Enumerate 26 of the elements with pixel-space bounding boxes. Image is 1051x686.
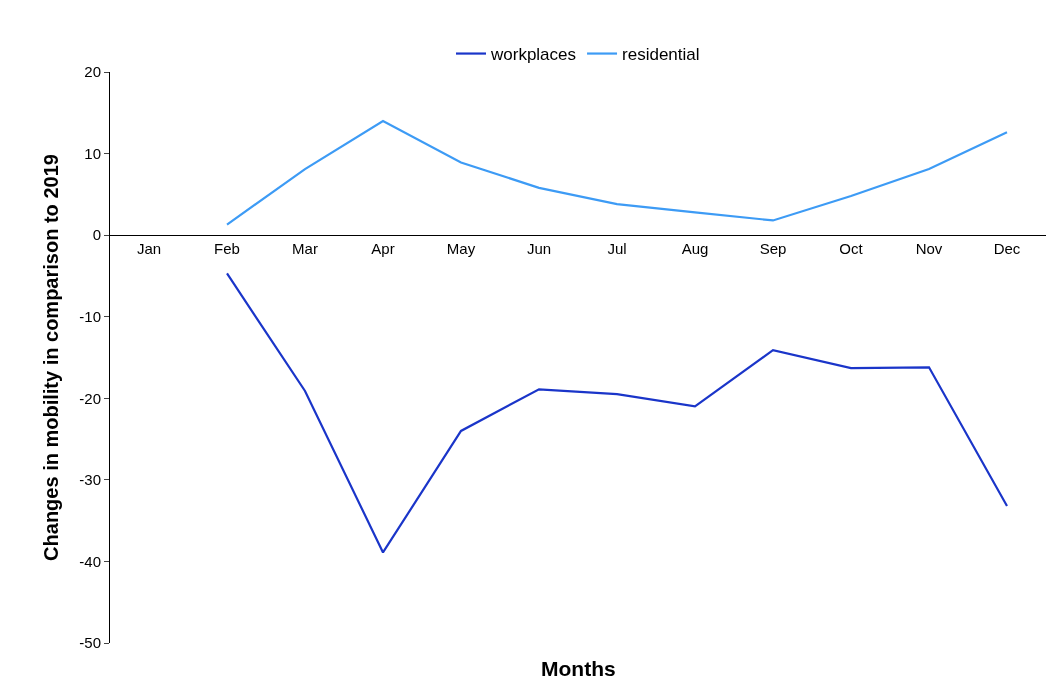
y-tick-label: -40	[79, 552, 101, 570]
x-tick-label: Jan	[136, 240, 162, 258]
x-tick-label: Aug	[681, 240, 709, 258]
x-tick-label: Feb	[214, 240, 240, 258]
legend-label: workplaces	[490, 45, 577, 65]
x-tick-label: May	[446, 240, 476, 258]
y-tick-label: 20	[84, 63, 101, 81]
legend-label: residential	[622, 45, 700, 65]
x-tick-label: Mar	[292, 240, 318, 258]
x-tick-label: Jul	[607, 240, 627, 258]
x-tick-label: Dec	[993, 240, 1021, 258]
x-axis-title: Months	[541, 657, 616, 680]
x-tick-label: Apr	[371, 240, 395, 258]
line-series	[225, 272, 1009, 554]
y-tick-label: -30	[79, 471, 101, 489]
x-tick-label: Oct	[839, 240, 864, 258]
y-tick-label: -50	[79, 634, 101, 652]
y-tick-label: -10	[79, 307, 101, 325]
x-tick-label: Nov	[915, 240, 943, 258]
y-tick-label: 0	[92, 226, 101, 244]
x-tick-label: Jun	[526, 240, 552, 258]
y-tick-label: -20	[79, 389, 101, 407]
y-axis-title: Changes in mobility in comparison to 2019	[39, 154, 62, 561]
x-tick-label: Sep	[759, 240, 787, 258]
line-series	[225, 119, 1009, 226]
y-tick-label: 10	[84, 144, 101, 162]
